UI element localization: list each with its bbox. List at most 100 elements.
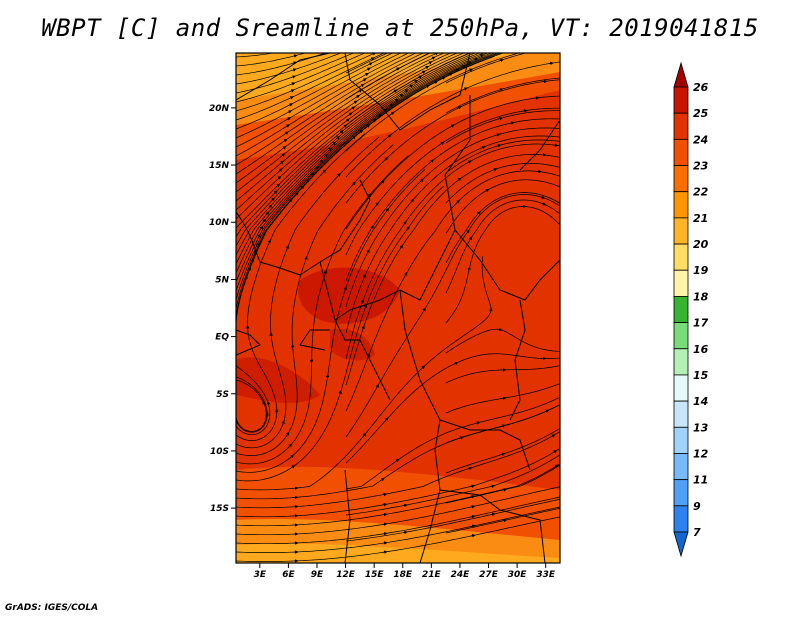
streamline: [236, 431, 560, 509]
streamline: [236, 133, 366, 441]
streamline-arrow: [501, 396, 507, 400]
streamline-arrow: [410, 198, 415, 203]
streamline-arrow: [262, 400, 266, 406]
shading-west-deepred: [236, 357, 320, 403]
lat-tick-label: 10S: [210, 447, 229, 457]
streamline: [345, 499, 560, 542]
lat-tick-label: 15N: [209, 161, 230, 171]
streamline-arrow: [292, 61, 298, 65]
streamline-arrow: [394, 98, 399, 103]
streamline-arrow: [548, 61, 554, 66]
streamline-arrow: [382, 522, 388, 526]
lon-tick-label: 12E: [336, 570, 356, 580]
streamline-arrow: [470, 524, 476, 528]
streamline: [445, 179, 560, 234]
streamline: [345, 95, 560, 230]
streamline-arrow: [468, 236, 473, 241]
streamline-arrow: [291, 75, 297, 79]
streamline-arrow: [337, 173, 341, 177]
colorbar-label: 7: [693, 526, 701, 539]
streamline-arrow: [369, 57, 375, 61]
colorbar-segment: [673, 191, 689, 219]
streamline-arrow: [289, 454, 294, 459]
streamline-arrow: [479, 54, 484, 58]
latitude-axis: 20N 15N 10N 5N EQ 5S 10S 15S: [209, 104, 236, 514]
streamline-arrow: [470, 534, 476, 538]
streamline-arrow: [456, 199, 460, 204]
streamline-arrow: [395, 458, 400, 463]
streamline-arrow: [421, 365, 426, 370]
streamline-arrow: [402, 530, 408, 535]
streamline: [236, 53, 410, 148]
streamline-arrow: [509, 121, 515, 125]
streamline-arrow: [290, 465, 296, 469]
streamline: [345, 79, 560, 204]
lon-tick-label: 27E: [479, 570, 499, 580]
streamline-arrow: [473, 57, 479, 61]
streamline: [236, 62, 478, 336]
streamline: [345, 61, 560, 178]
streamline-arrow: [345, 118, 350, 122]
streamline-arrow: [457, 177, 462, 182]
streamline-arrow: [502, 518, 508, 523]
streamline-arrow: [431, 56, 436, 60]
shading-lake-deepred: [330, 328, 375, 361]
lat-tick-label: EQ: [215, 333, 229, 343]
colorbar-label: 9: [693, 500, 701, 513]
streamline-arrow: [288, 443, 293, 448]
streamline-arrow: [377, 113, 382, 118]
streamline: [236, 53, 477, 238]
streamline-arrow: [328, 147, 333, 152]
streamline-arrow: [262, 218, 267, 223]
streamline: [236, 506, 560, 553]
streamline: [236, 53, 402, 139]
streamline-arrow: [285, 124, 290, 128]
streamline-arrow: [425, 85, 430, 89]
streamline-arrow: [352, 181, 356, 186]
streamline: [236, 53, 366, 103]
streamline-arrow: [255, 241, 259, 247]
streamline-arrow: [470, 484, 476, 488]
streamline-arrow: [408, 84, 414, 88]
streamline: [236, 53, 394, 130]
streamline-arrow: [402, 503, 408, 508]
streamline-arrow: [461, 65, 466, 69]
colorbar-label: 16: [693, 343, 709, 356]
colorbar-label: 15: [693, 369, 709, 382]
streamline-arrow: [380, 477, 385, 482]
streamline-arrow: [375, 202, 379, 207]
streamline-arrow: [380, 179, 385, 184]
streamline: [236, 144, 394, 456]
streamline-arrow: [552, 450, 558, 454]
streamline-arrow: [323, 269, 328, 275]
streamline: [236, 376, 268, 433]
streamline-arrow: [424, 65, 430, 70]
streamline-arrow: [467, 266, 471, 271]
colorbar-segment: [673, 296, 689, 323]
streamline: [236, 53, 485, 256]
streamline-arrow: [362, 273, 367, 279]
streamline-arrow: [470, 505, 476, 509]
streamline-arrow: [276, 183, 280, 188]
streamline-arrow: [384, 417, 389, 422]
streamline-arrow: [332, 141, 337, 146]
colorbar-segment: [673, 453, 689, 481]
streamline-arrow: [288, 198, 293, 203]
streamline-arrow: [335, 135, 340, 140]
colorbar-label: 26: [693, 81, 709, 94]
streamline-arrow: [287, 110, 293, 114]
streamline-arrow: [553, 464, 559, 469]
streamline-arrow: [362, 432, 367, 437]
streamline-arrow: [368, 62, 373, 66]
streamline-arrow: [413, 80, 418, 84]
colorbar-segment: [673, 165, 689, 193]
streamline-arrow: [421, 70, 426, 74]
streamline-arrow: [322, 169, 327, 174]
streamline: [345, 53, 471, 126]
streamline-arrow: [404, 89, 409, 93]
streamline-arrow: [388, 103, 394, 108]
map-plot-area: [236, 53, 560, 563]
streamline-arrow: [278, 168, 283, 172]
colorbar-label: 19: [693, 264, 709, 277]
